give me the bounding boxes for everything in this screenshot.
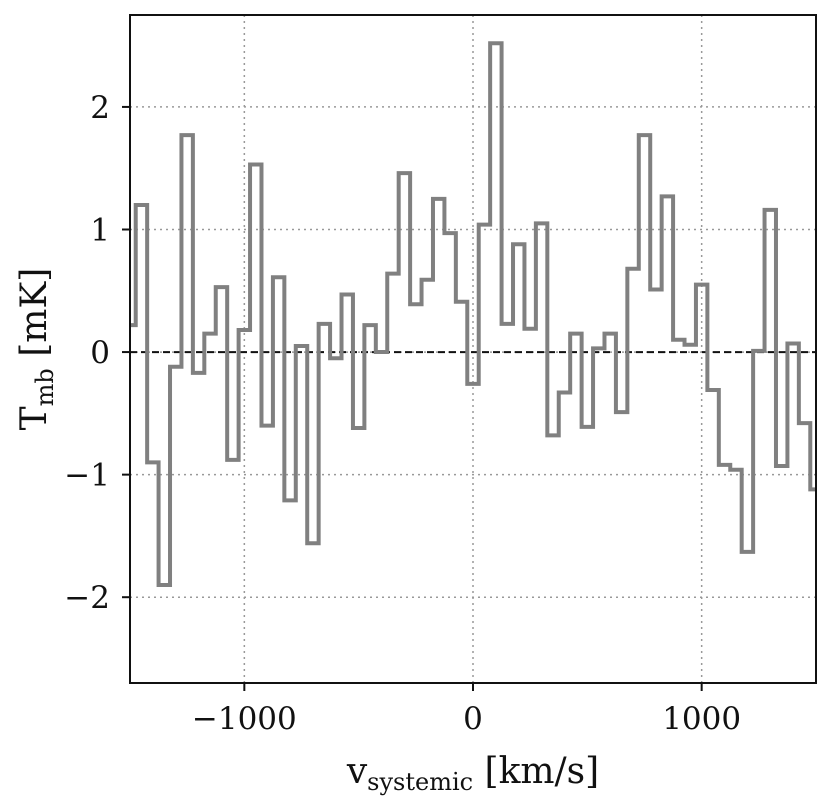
series-layer [130, 41, 816, 587]
y-tick-label: −1 [64, 458, 110, 494]
x-tick-label: 0 [463, 701, 483, 737]
x-axis-label-subscript: systemic [367, 768, 473, 796]
y-tick-label: −2 [64, 580, 110, 616]
grid-lines [130, 15, 816, 683]
y-tick-label: 0 [90, 335, 110, 371]
axis-ticks: −1000 0 1000 −2 −1 0 1 2 [64, 90, 741, 737]
x-axis-label-unit: [km/s] [473, 751, 599, 792]
y-axis-label-main: T [14, 406, 55, 430]
plot-frame [129, 14, 817, 684]
y-tick-label: 2 [90, 90, 110, 126]
y-tick-label: 1 [90, 212, 110, 248]
x-axis-label-main: v [346, 751, 368, 792]
y-axis-label-unit: [mK] [14, 268, 55, 369]
series-line-0 [130, 41, 816, 587]
y-axis-label-subscript: mb [31, 368, 59, 406]
x-tick-label: −1000 [192, 701, 297, 737]
x-axis-label: vsystemic [km/s] [346, 751, 599, 796]
y-axis-label: Tmb [mK] [14, 268, 59, 431]
x-tick-label: 1000 [662, 701, 741, 737]
